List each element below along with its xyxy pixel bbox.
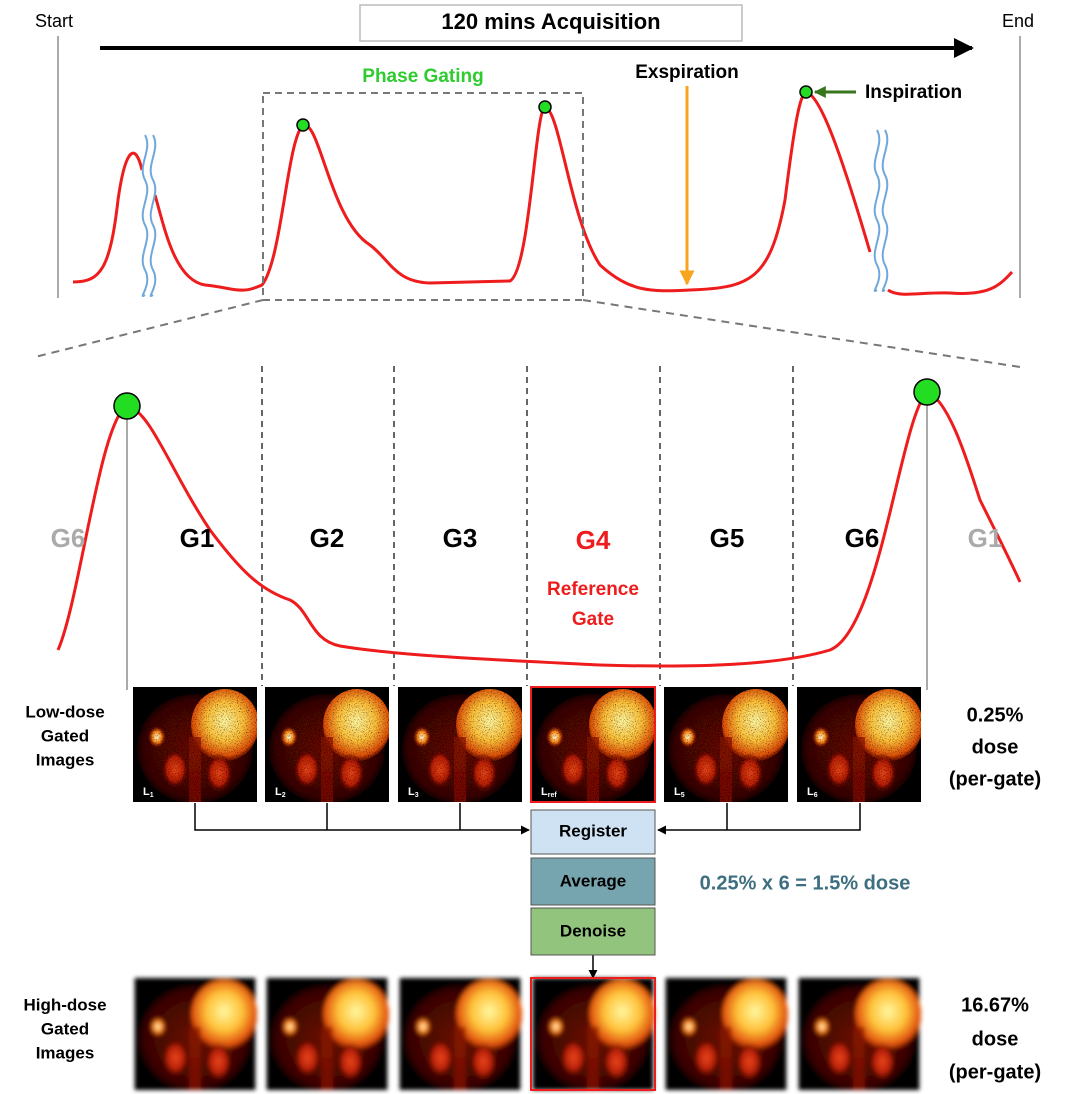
high-dose-image [267, 978, 390, 1092]
low-dose-label: Gated [41, 726, 89, 745]
high-dose-image [533, 978, 656, 1092]
high-dose-label: High-dose [23, 995, 106, 1014]
respiratory-curve [73, 92, 1012, 294]
gate-label: G1 [180, 523, 215, 553]
reference-gate-label: Reference [547, 579, 639, 600]
low-dose-amount: dose [972, 736, 1019, 758]
title: 120 mins Acquisition [441, 9, 660, 34]
high-dose-amount: (per-gate) [949, 1061, 1041, 1083]
image-label-sub: 5 [681, 792, 685, 799]
diagram: Start 120 mins Acquisition End Phase Gat… [0, 0, 1068, 1094]
low-dose-amount: 0.25% [967, 704, 1024, 726]
step-label: Register [559, 821, 627, 840]
gate-label: G6 [51, 523, 86, 553]
high-dose-label: Images [36, 1043, 95, 1062]
inspiration-label: Inspiration [865, 82, 962, 103]
dose-equation: 0.25% x 6 = 1.5% dose [700, 872, 911, 894]
gate-label: G2 [310, 523, 345, 553]
gate-label: G4 [576, 525, 611, 555]
phase-gating-label: Phase Gating [362, 66, 483, 87]
gate-label: G5 [710, 523, 745, 553]
low-dose-image [398, 687, 524, 804]
high-dose-amount: 16.67% [961, 994, 1029, 1016]
reference-gate-label: Gate [572, 609, 614, 630]
step-label: Average [560, 871, 626, 890]
peak-marker [114, 393, 140, 419]
low-dose-amount: (per-gate) [949, 768, 1041, 790]
zoom-box [263, 93, 583, 300]
end-label: End [1002, 11, 1034, 31]
start-label: Start [35, 11, 73, 31]
low-dose-image [133, 687, 259, 804]
high-dose-amount: dose [972, 1028, 1019, 1050]
high-dose-image [400, 978, 523, 1092]
step-label: Denoise [560, 921, 626, 940]
break-marks [143, 130, 888, 296]
zoom-line [583, 300, 1020, 367]
page: Start 120 mins Acquisition End Phase Gat… [0, 0, 1068, 1094]
gate-label: G6 [845, 523, 880, 553]
peak-marker [914, 379, 940, 405]
low-dose-image [531, 687, 657, 804]
high-dose-label: Gated [41, 1019, 89, 1038]
low-dose-image [797, 687, 923, 804]
expiration-label: Exspiration [635, 62, 738, 83]
high-dose-image [666, 978, 789, 1092]
low-dose-image [664, 687, 790, 804]
image-label-sub: 1 [150, 792, 154, 799]
low-dose-label: Images [36, 750, 95, 769]
gate-label: G3 [443, 523, 478, 553]
image-label-sub: 3 [415, 792, 419, 799]
image-label-sub: 6 [814, 792, 818, 799]
image-label-sub: ref [548, 792, 558, 799]
low-dose-image [265, 687, 391, 804]
high-dose-image [135, 978, 258, 1092]
gate-label: G1 [968, 523, 1003, 553]
image-label-sub: 2 [282, 792, 286, 799]
high-dose-image [799, 978, 922, 1092]
zoom-line [35, 300, 263, 357]
low-dose-label: Low-dose [25, 702, 104, 721]
